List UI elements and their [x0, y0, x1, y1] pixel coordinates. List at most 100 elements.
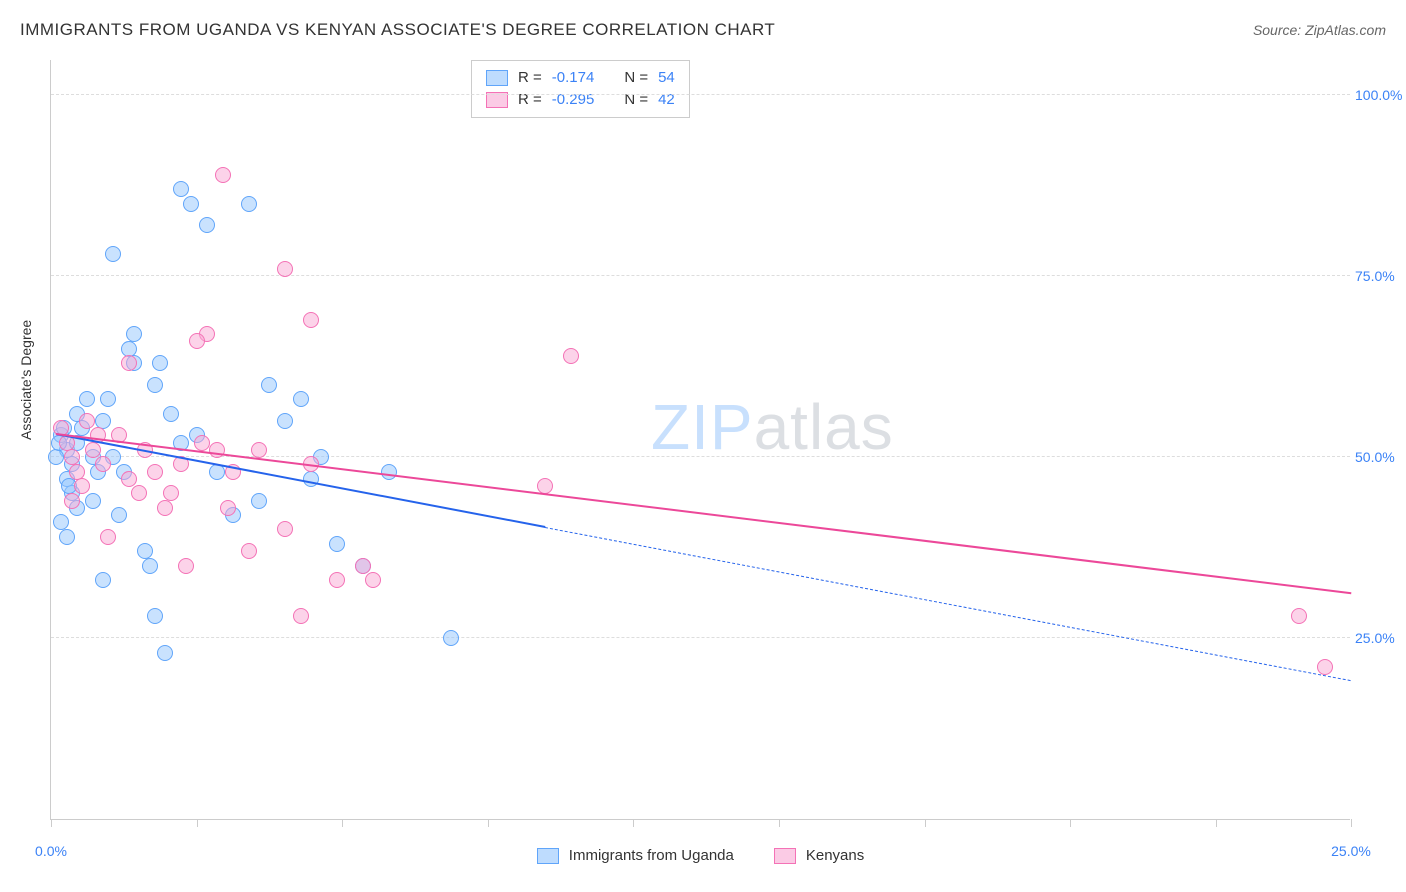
- scatter-point: [173, 181, 189, 197]
- n-value-uganda: 54: [658, 67, 675, 89]
- scatter-point: [251, 442, 267, 458]
- trend-line: [545, 527, 1351, 681]
- xtick: [633, 819, 634, 827]
- legend-row-kenya: R = -0.295 N = 42: [486, 89, 675, 111]
- scatter-point: [121, 471, 137, 487]
- scatter-point: [381, 464, 397, 480]
- scatter-point: [215, 167, 231, 183]
- scatter-point: [100, 391, 116, 407]
- scatter-point: [147, 377, 163, 393]
- xtick: [1216, 819, 1217, 827]
- scatter-point: [194, 435, 210, 451]
- xtick: [1070, 819, 1071, 827]
- scatter-point: [79, 413, 95, 429]
- grid-line: [51, 94, 1350, 95]
- ytick-label: 75.0%: [1355, 268, 1405, 284]
- watermark-zip: ZIP: [651, 391, 754, 463]
- legend-row-uganda: R = -0.174 N = 54: [486, 67, 675, 89]
- xtick: [779, 819, 780, 827]
- scatter-point: [277, 413, 293, 429]
- scatter-point: [183, 196, 199, 212]
- scatter-point: [1291, 608, 1307, 624]
- swatch-blue: [486, 70, 508, 86]
- scatter-point: [85, 493, 101, 509]
- scatter-point: [95, 572, 111, 588]
- xtick: [1351, 819, 1352, 827]
- xtick: [488, 819, 489, 827]
- scatter-point: [105, 246, 121, 262]
- plot-area: ZIPatlas R = -0.174 N = 54 R = -0.295 N …: [50, 60, 1350, 820]
- correlation-legend: R = -0.174 N = 54 R = -0.295 N = 42: [471, 60, 690, 118]
- scatter-point: [163, 406, 179, 422]
- legend-label-kenya: Kenyans: [806, 847, 864, 864]
- scatter-point: [329, 536, 345, 552]
- scatter-point: [152, 355, 168, 371]
- scatter-point: [241, 196, 257, 212]
- n-value-kenya: 42: [658, 89, 675, 111]
- chart-header: IMMIGRANTS FROM UGANDA VS KENYAN ASSOCIA…: [20, 20, 1386, 40]
- scatter-point: [365, 572, 381, 588]
- legend-item-uganda: Immigrants from Uganda: [537, 847, 734, 864]
- scatter-point: [100, 529, 116, 545]
- xtick-label: 0.0%: [35, 843, 67, 859]
- swatch-pink: [774, 848, 796, 864]
- scatter-point: [147, 608, 163, 624]
- r-value-uganda: -0.174: [552, 67, 595, 89]
- scatter-point: [85, 442, 101, 458]
- xtick-label: 25.0%: [1331, 843, 1371, 859]
- n-label: N =: [624, 67, 648, 89]
- scatter-point: [111, 507, 127, 523]
- chart-title: IMMIGRANTS FROM UGANDA VS KENYAN ASSOCIA…: [20, 20, 775, 40]
- scatter-point: [59, 529, 75, 545]
- xtick: [342, 819, 343, 827]
- scatter-point: [74, 478, 90, 494]
- scatter-point: [241, 543, 257, 559]
- series-legend: Immigrants from Uganda Kenyans: [51, 847, 1350, 864]
- scatter-point: [48, 449, 64, 465]
- ytick-label: 50.0%: [1355, 449, 1405, 465]
- scatter-point: [1317, 659, 1333, 675]
- scatter-point: [251, 493, 267, 509]
- scatter-point: [220, 500, 236, 516]
- scatter-point: [142, 558, 158, 574]
- scatter-point: [79, 391, 95, 407]
- n-label: N =: [624, 89, 648, 111]
- grid-line: [51, 275, 1350, 276]
- scatter-point: [277, 261, 293, 277]
- scatter-point: [293, 608, 309, 624]
- watermark-atlas: atlas: [754, 391, 894, 463]
- ytick-label: 25.0%: [1355, 630, 1405, 646]
- scatter-point: [157, 500, 173, 516]
- legend-item-kenya: Kenyans: [774, 847, 864, 864]
- swatch-blue: [537, 848, 559, 864]
- scatter-point: [303, 312, 319, 328]
- scatter-point: [147, 464, 163, 480]
- ytick-label: 100.0%: [1355, 87, 1405, 103]
- scatter-point: [199, 217, 215, 233]
- scatter-point: [178, 558, 194, 574]
- xtick: [925, 819, 926, 827]
- scatter-point: [329, 572, 345, 588]
- scatter-point: [277, 521, 293, 537]
- scatter-point: [563, 348, 579, 364]
- watermark: ZIPatlas: [651, 390, 894, 464]
- r-label: R =: [518, 67, 542, 89]
- scatter-point: [64, 493, 80, 509]
- scatter-point: [95, 456, 111, 472]
- chart-source: Source: ZipAtlas.com: [1253, 22, 1386, 38]
- r-label: R =: [518, 89, 542, 111]
- trend-line: [56, 433, 1351, 594]
- grid-line: [51, 637, 1350, 638]
- scatter-point: [157, 645, 173, 661]
- legend-label-uganda: Immigrants from Uganda: [569, 847, 734, 864]
- scatter-point: [131, 485, 147, 501]
- y-axis-label: Associate's Degree: [18, 320, 34, 440]
- scatter-point: [121, 355, 137, 371]
- scatter-point: [443, 630, 459, 646]
- xtick: [51, 819, 52, 827]
- scatter-point: [126, 326, 142, 342]
- scatter-point: [293, 391, 309, 407]
- scatter-point: [261, 377, 277, 393]
- scatter-point: [189, 333, 205, 349]
- scatter-point: [355, 558, 371, 574]
